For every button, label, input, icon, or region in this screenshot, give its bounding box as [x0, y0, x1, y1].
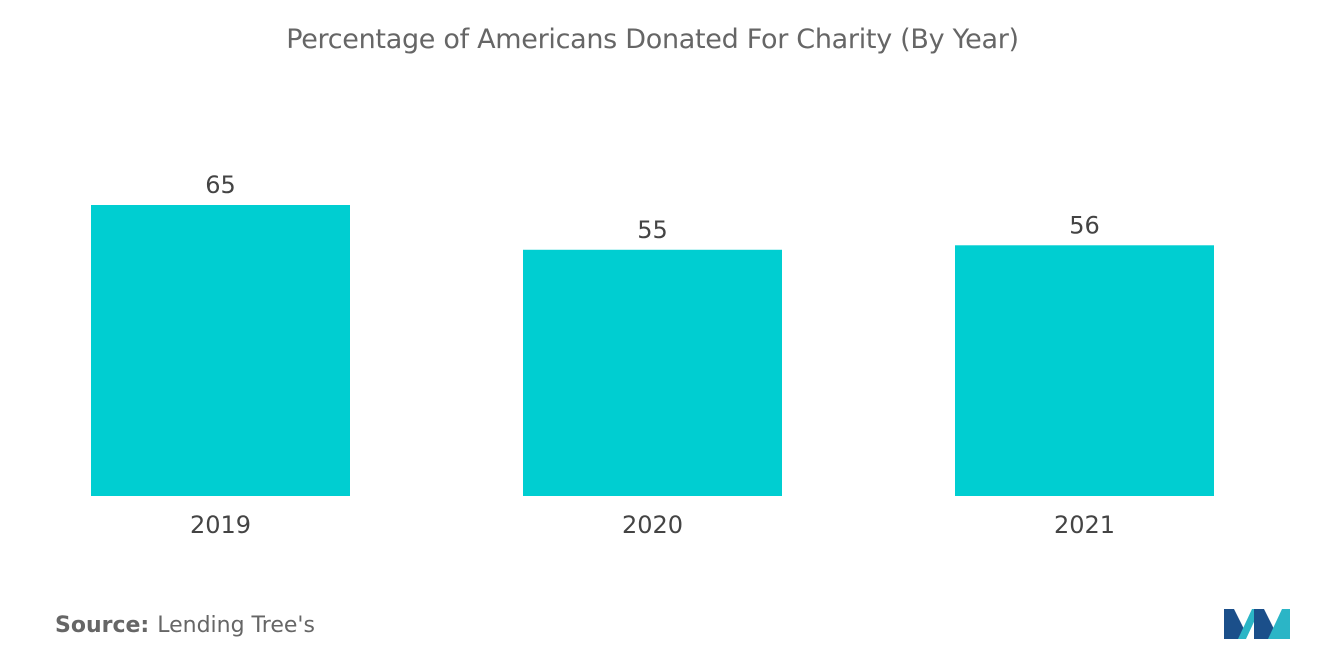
x-tick-label-2021: 2021: [1054, 511, 1115, 539]
data-label-2021: 56: [1069, 211, 1100, 239]
bar-2020: [523, 249, 782, 496]
bar-2021: [955, 245, 1214, 496]
data-label-2020: 55: [637, 216, 668, 244]
source-text: Lending Tree's: [157, 613, 315, 638]
mordor-intelligence-logo-icon: [1224, 609, 1290, 639]
source-note: Source: Lending Tree's: [55, 613, 315, 638]
x-tick-label-2020: 2020: [622, 511, 683, 539]
data-label-2019: 65: [205, 171, 236, 199]
bar-2019: [91, 205, 350, 496]
x-tick-label-2019: 2019: [190, 511, 251, 539]
source-label: Source:: [55, 613, 150, 638]
chart-title: Percentage of Americans Donated For Char…: [286, 24, 1019, 55]
